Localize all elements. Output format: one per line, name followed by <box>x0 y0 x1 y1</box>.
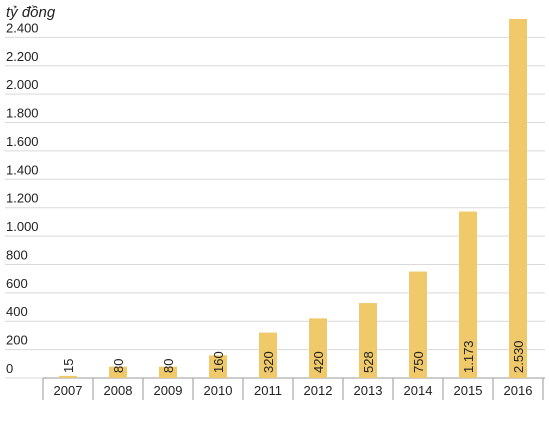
x-tick-label: 2015 <box>454 383 483 398</box>
y-tick-label: 1.200 <box>6 191 39 206</box>
value-label: 15 <box>61 359 76 373</box>
y-tick-label: 1.600 <box>6 134 39 149</box>
bar <box>409 271 427 378</box>
x-tick-label: 2016 <box>504 383 533 398</box>
y-tick-label: 600 <box>6 276 28 291</box>
value-label: 2.530 <box>511 340 526 373</box>
x-tick-label: 2010 <box>204 383 233 398</box>
y-tick-label: 1.800 <box>6 106 39 121</box>
value-label: 420 <box>311 351 326 373</box>
bar <box>59 375 77 378</box>
value-label: 80 <box>111 359 126 373</box>
bar <box>109 366 127 378</box>
value-label: 160 <box>211 351 226 373</box>
x-tick-label: 2011 <box>254 383 282 398</box>
value-label: 750 <box>411 351 426 373</box>
bar <box>159 366 177 378</box>
y-tick-label: 800 <box>6 247 28 262</box>
y-tick-label: 2.000 <box>6 77 39 92</box>
x-tick-label: 2008 <box>104 383 133 398</box>
x-tick-label: 2013 <box>354 383 383 398</box>
y-tick-label: 0 <box>6 361 13 376</box>
y-tick-label: 400 <box>6 304 28 319</box>
x-tick-label: 2007 <box>54 383 83 398</box>
x-tick-label: 2012 <box>304 383 333 398</box>
y-tick-label: 1.000 <box>6 219 39 234</box>
value-label: 80 <box>161 359 176 373</box>
y-tick-label: 200 <box>6 333 28 348</box>
x-tick-label: 2014 <box>404 383 433 398</box>
bar <box>459 211 477 378</box>
y-axis-label: tỷ đồng <box>6 4 56 21</box>
bar <box>209 355 227 378</box>
value-label: 320 <box>261 351 276 373</box>
y-tick-label: 2.200 <box>6 49 39 64</box>
x-tick-label: 2009 <box>154 383 183 398</box>
value-label: 1.173 <box>461 340 476 373</box>
y-tick-label: 2.400 <box>6 20 39 35</box>
bar <box>309 318 327 378</box>
y-tick-label: 1.400 <box>6 162 39 177</box>
bar <box>259 332 277 378</box>
bar <box>359 303 377 378</box>
value-label: 528 <box>361 351 376 373</box>
bar <box>509 18 527 378</box>
